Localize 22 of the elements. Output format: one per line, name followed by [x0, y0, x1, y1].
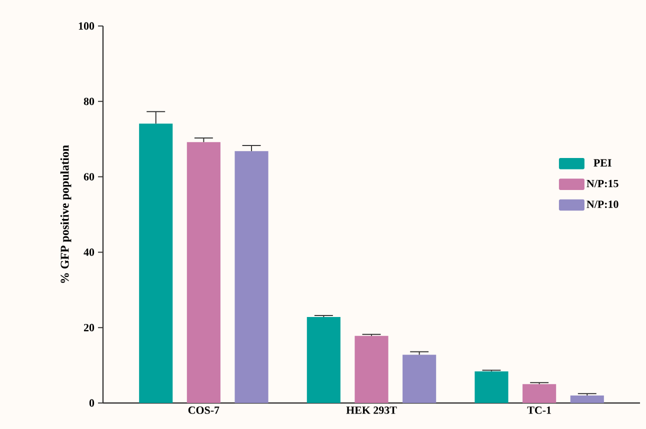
y-tick-label: 20	[84, 324, 94, 332]
legend-label: N/P:10	[586, 200, 618, 208]
bar	[570, 395, 604, 403]
bar	[306, 317, 340, 403]
y-tick-label: 80	[84, 98, 94, 106]
bar	[522, 384, 556, 403]
x-tick-label: COS-7	[188, 406, 220, 414]
bar	[139, 124, 173, 403]
y-axis-title: % GFP positive population	[60, 145, 72, 283]
bar	[234, 151, 268, 403]
bar	[474, 371, 508, 403]
legend-label: N/P:15	[586, 180, 618, 188]
bar	[186, 142, 220, 403]
bar	[402, 354, 436, 403]
bar	[354, 336, 388, 403]
x-tick-label: TC-1	[527, 406, 551, 414]
x-tick-label: HEK 293T	[346, 406, 397, 414]
y-tick-label: 60	[84, 173, 94, 180]
y-tick-label: 0	[89, 399, 94, 407]
y-tick-label: 100	[78, 22, 94, 30]
legend-label: PEI	[594, 159, 612, 166]
y-tick-label: 40	[84, 248, 94, 256]
